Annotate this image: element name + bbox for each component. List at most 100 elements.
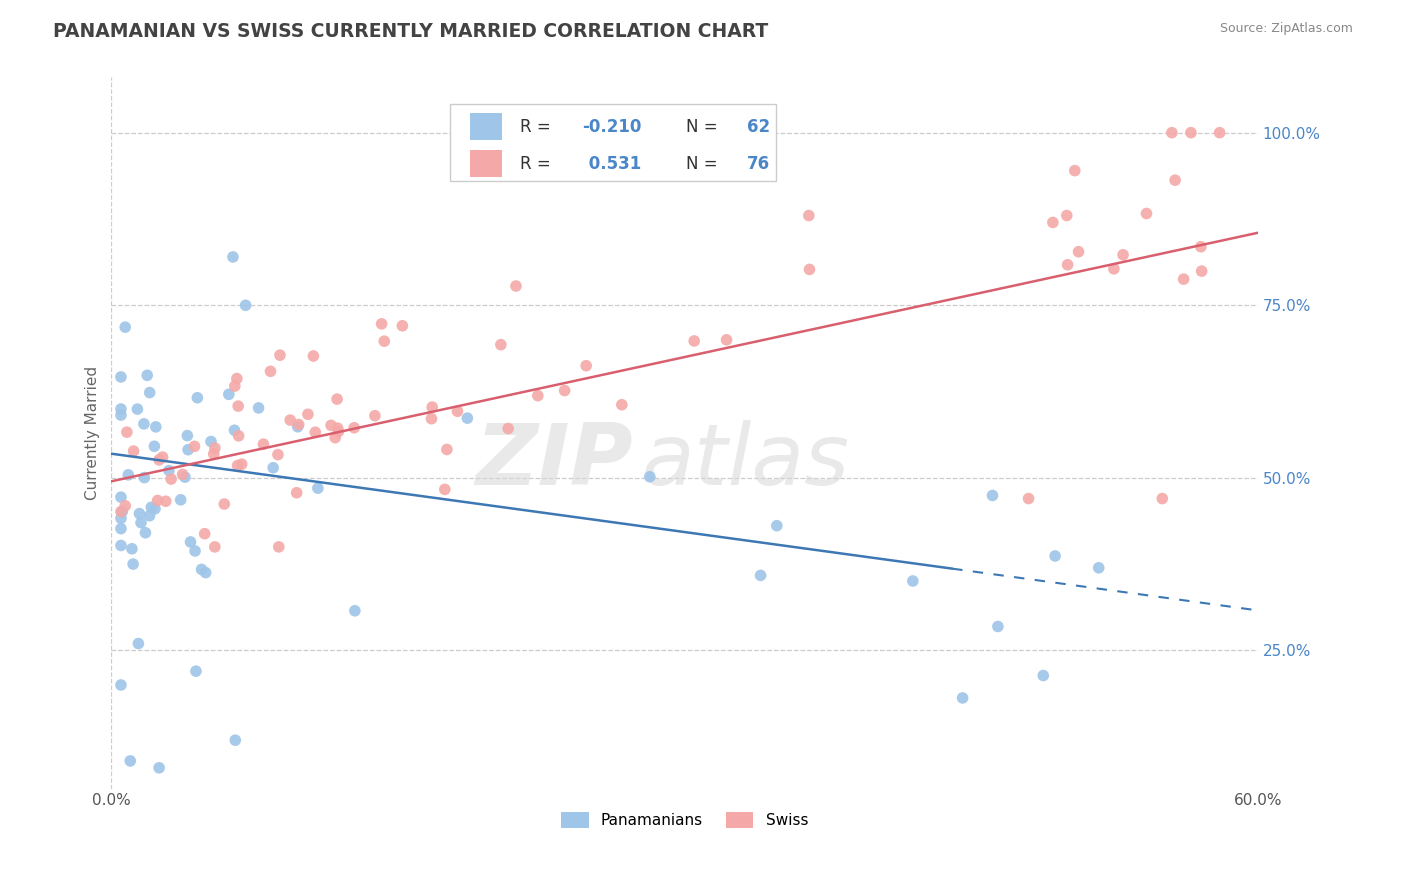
Point [235,298,257,312]
Point [373,334,395,348]
Point [134,525,156,540]
Point [1180,126,1202,140]
Point [343,421,366,435]
Point [121,541,143,556]
Point [446,404,468,418]
Bar [470,150,502,178]
Point [143,439,166,453]
Text: Source: ZipAtlas.com: Source: ZipAtlas.com [1219,22,1353,36]
Point [496,421,519,435]
Point [117,467,139,482]
Text: R =: R = [520,118,555,136]
Text: ZIP: ZIP [475,420,633,503]
Point [231,457,253,471]
Point [901,574,924,588]
Point [110,539,132,553]
Point [247,401,270,415]
Point [132,417,155,431]
Point [1067,244,1090,259]
Point [143,501,166,516]
Point [122,557,145,571]
Point [1043,549,1066,563]
Point [1189,240,1212,254]
Point [436,442,458,457]
Text: N =: N = [686,118,723,136]
Point [749,568,772,582]
Point [222,250,245,264]
Point [1173,272,1195,286]
Point [716,333,738,347]
Point [146,493,169,508]
Text: R =: R = [520,154,555,173]
Point [110,678,132,692]
Bar [470,113,502,140]
Point [797,209,820,223]
Point [1112,248,1135,262]
Point [180,535,202,549]
Point [141,500,163,515]
Point [155,494,177,508]
Point [987,619,1010,633]
FancyBboxPatch shape [450,103,776,180]
Point [433,483,456,497]
Point [122,444,145,458]
Point [110,505,132,519]
Point [1164,173,1187,187]
Point [554,384,576,398]
Point [160,472,183,486]
Point [1208,126,1230,140]
Legend: Panamanians, Swiss: Panamanians, Swiss [555,806,814,834]
Point [1135,206,1157,220]
Point [287,419,309,434]
Text: 0.531: 0.531 [582,154,641,173]
Text: 62: 62 [747,118,769,136]
Point [194,526,217,541]
Point [278,413,301,427]
Point [370,317,392,331]
Point [202,447,225,461]
Point [110,522,132,536]
Point [138,385,160,400]
Point [111,505,134,519]
Point [505,279,527,293]
Point [1056,258,1078,272]
Point [1018,491,1040,506]
Point [225,371,247,385]
Point [114,320,136,334]
Point [259,364,281,378]
Point [136,368,159,383]
Point [110,490,132,504]
Point [610,398,633,412]
Point [218,387,240,401]
Point [297,407,319,421]
Point [224,423,246,437]
Point [110,370,132,384]
Point [1042,215,1064,229]
Point [765,518,787,533]
Point [1152,491,1174,506]
Point [114,499,136,513]
Point [183,439,205,453]
Point [952,690,974,705]
Point [456,411,478,425]
Point [224,733,246,747]
Point [110,408,132,422]
Point [269,348,291,362]
Point [420,411,443,425]
Point [326,392,349,406]
Point [177,442,200,457]
Point [204,441,226,455]
Point [1160,126,1182,140]
Point [226,458,249,473]
Point [323,431,346,445]
Point [186,391,208,405]
Point [267,540,290,554]
Point [252,437,274,451]
Point [127,402,149,417]
Point [319,418,342,433]
Point [304,425,326,440]
Point [128,507,150,521]
Point [176,428,198,442]
Point [152,450,174,464]
Point [1102,261,1125,276]
